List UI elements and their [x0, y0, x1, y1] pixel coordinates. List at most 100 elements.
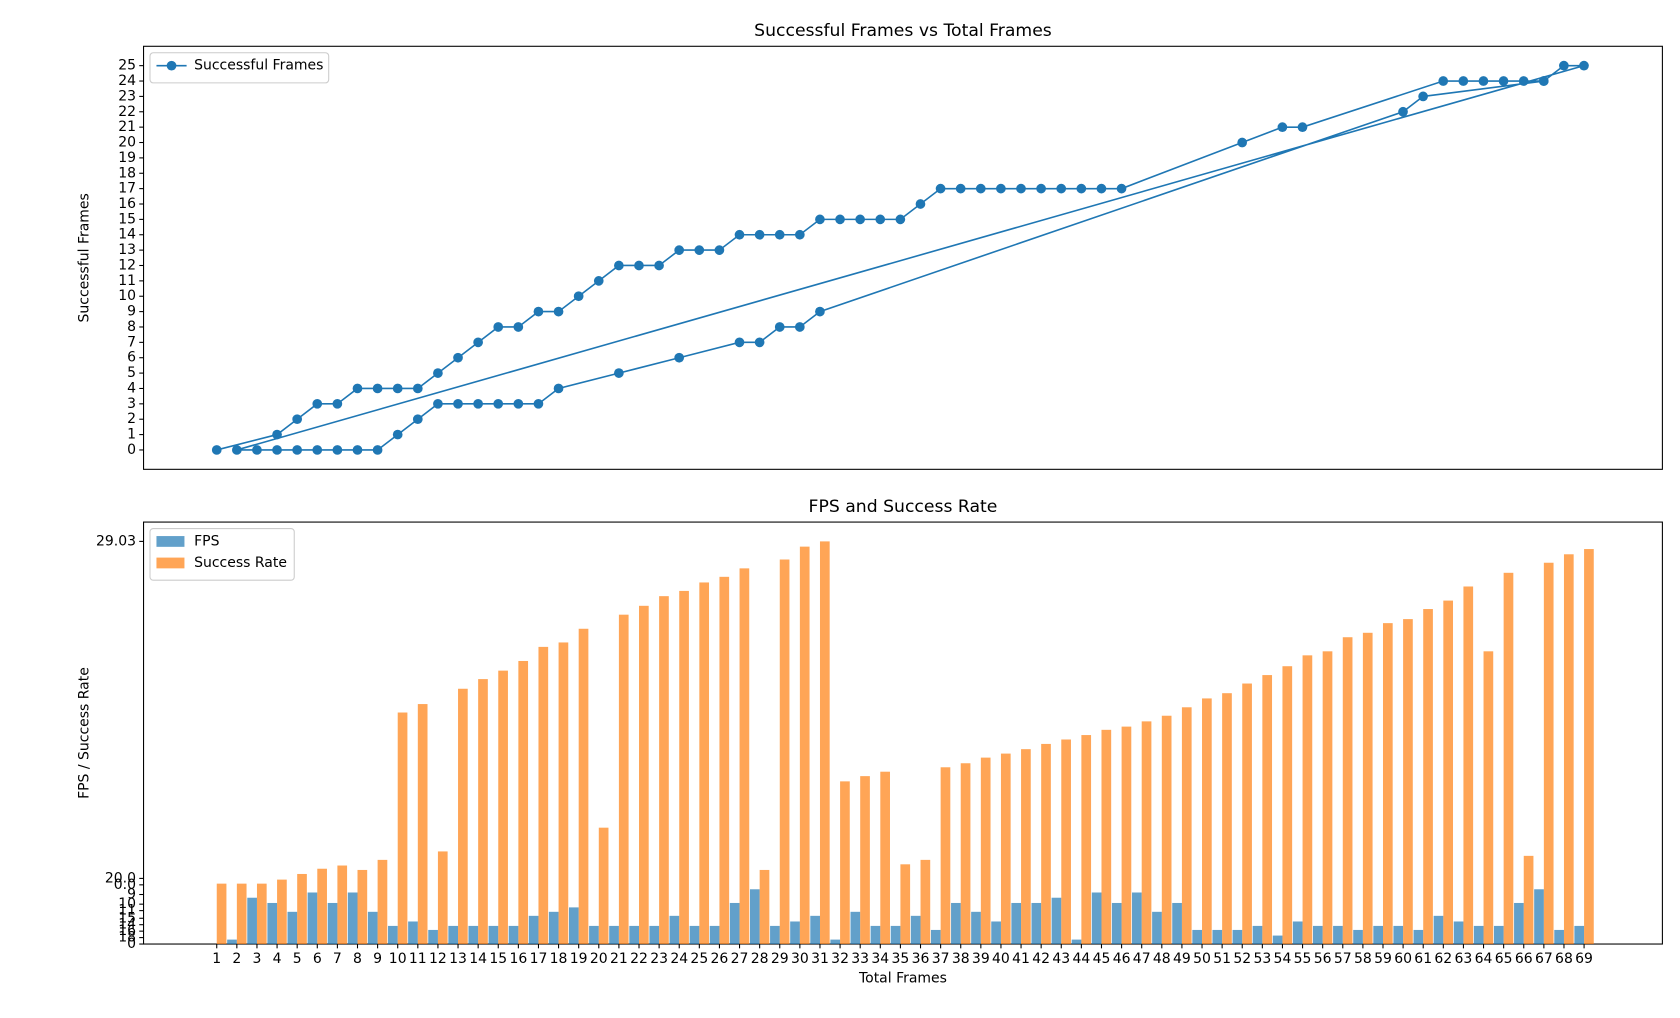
x-tick-label: 57	[1334, 951, 1352, 967]
y-tick-label: 25	[118, 58, 136, 74]
bar	[1382, 623, 1393, 945]
bar	[669, 915, 680, 945]
x-tick-label: 63	[1455, 951, 1473, 967]
y-axis-label: Successful Frames	[76, 193, 92, 322]
bar	[1272, 935, 1283, 945]
bar	[1393, 925, 1404, 945]
x-tick-label: 48	[1153, 951, 1171, 967]
bar	[1252, 925, 1263, 945]
x-tick-label: 18	[550, 951, 568, 967]
y-axis-label: FPS / Success Rate	[76, 667, 92, 799]
point	[1559, 60, 1569, 71]
bar	[1282, 666, 1293, 945]
point	[433, 368, 443, 378]
bar	[267, 902, 278, 945]
bar	[367, 911, 378, 945]
y-tick-label: 14	[118, 917, 136, 933]
bar	[1353, 929, 1363, 945]
bar	[819, 541, 830, 945]
x-tick-label: 16	[509, 951, 527, 967]
x-tick-label: 29	[771, 951, 789, 967]
y-tick-label: 14	[118, 227, 136, 243]
y-tick-label: 18	[118, 165, 136, 181]
bar	[1111, 902, 1122, 945]
x-tick-label: 40	[992, 951, 1010, 967]
bar	[1423, 609, 1433, 945]
point	[513, 398, 524, 409]
y-tick-label: 6	[127, 350, 136, 366]
point	[473, 398, 483, 409]
x-tick-label: 52	[1233, 951, 1251, 967]
point	[493, 322, 504, 332]
bar	[960, 763, 971, 945]
point	[433, 398, 443, 409]
bar	[578, 628, 589, 945]
bar	[437, 851, 448, 945]
bar	[1514, 902, 1524, 945]
bar	[1322, 651, 1333, 945]
x-tick-label: 30	[791, 951, 809, 967]
bar	[1000, 753, 1011, 945]
bar	[1362, 632, 1373, 945]
legend-label: Successful Frames	[194, 58, 323, 74]
x-tick-label: 53	[1253, 951, 1271, 967]
point	[614, 260, 624, 271]
x-tick-label: 61	[1414, 951, 1432, 967]
bar	[548, 911, 559, 945]
bar	[598, 827, 609, 945]
point	[734, 337, 745, 348]
bar	[991, 921, 1001, 945]
bar	[880, 771, 890, 945]
bar	[227, 939, 237, 945]
point	[955, 183, 966, 194]
x-tick-label: 3	[253, 951, 262, 967]
y-tick-label: 17	[118, 181, 136, 197]
x-tick-label: 22	[630, 951, 648, 967]
point	[272, 445, 282, 455]
x-tick-label: 51	[1213, 951, 1231, 967]
bar	[428, 929, 438, 945]
bar	[1523, 855, 1534, 945]
x-tick-label: 10	[389, 951, 407, 967]
point	[372, 445, 383, 455]
bar	[1574, 925, 1585, 945]
bar	[1493, 925, 1504, 945]
bar	[1081, 735, 1092, 945]
bar	[1232, 929, 1243, 945]
point	[513, 322, 524, 332]
bar	[729, 902, 740, 945]
point	[815, 214, 825, 225]
point	[674, 352, 685, 363]
y-tick-label: 11	[118, 273, 136, 289]
y-tick-label: 1	[127, 427, 136, 443]
bar	[790, 921, 800, 945]
bar	[247, 897, 257, 945]
bar	[1161, 715, 1172, 945]
bar	[297, 873, 307, 945]
point	[1579, 60, 1589, 71]
x-tick-label: 17	[530, 951, 548, 967]
point	[1096, 183, 1107, 194]
bar	[1292, 921, 1303, 945]
bar	[448, 925, 459, 945]
y-tick-label: 18	[118, 930, 136, 946]
point	[533, 398, 544, 409]
x-tick-label: 8	[353, 951, 362, 967]
bar	[528, 915, 539, 945]
y-tick-label: 29.03	[96, 533, 136, 549]
point	[1538, 76, 1549, 86]
y-tick-label: 9	[127, 304, 136, 320]
x-tick-label: 6	[313, 951, 322, 967]
bar	[317, 868, 327, 945]
y-tick-label: 0	[127, 936, 136, 952]
y-tick-label: 3	[127, 396, 136, 412]
x-tick-label: 35	[892, 951, 910, 967]
bar	[1403, 619, 1413, 945]
y-tick-label: 10	[118, 896, 136, 912]
x-tick-label: 21	[610, 951, 628, 967]
point	[754, 337, 765, 348]
bar	[850, 911, 861, 945]
bar	[609, 925, 619, 945]
bar	[397, 712, 408, 945]
bar	[1212, 929, 1223, 945]
